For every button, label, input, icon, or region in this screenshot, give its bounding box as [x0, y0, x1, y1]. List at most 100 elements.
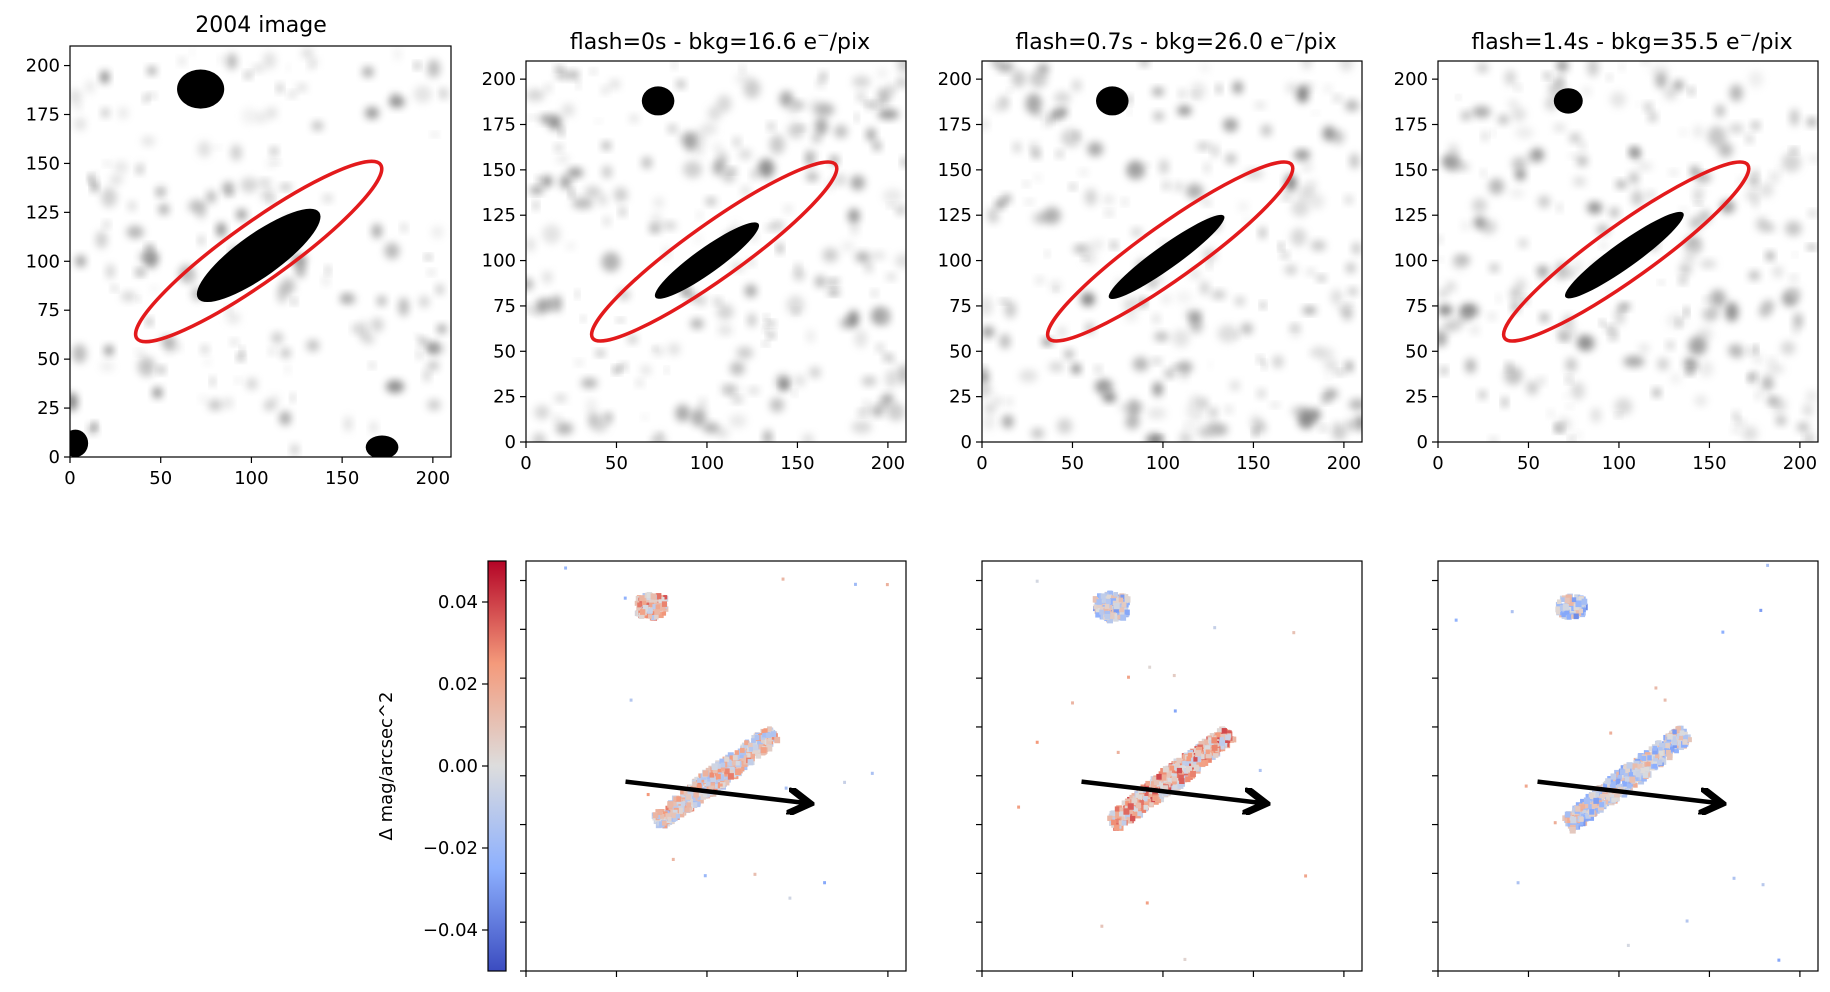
noise-blob — [1652, 388, 1661, 397]
noise-blob — [104, 345, 114, 356]
noise-blob — [588, 412, 598, 427]
noise-blob — [1715, 104, 1725, 118]
noise-blob — [682, 290, 689, 296]
noise-blob — [351, 323, 360, 334]
noise-blob — [731, 396, 744, 403]
x-tick-label: 0 — [1432, 453, 1443, 474]
noise-blob — [145, 244, 154, 253]
residual-pixel — [1174, 771, 1181, 778]
noise-blob — [1636, 102, 1641, 107]
noise-blob — [418, 295, 430, 308]
noise-blob — [1703, 296, 1709, 302]
noise-blob — [872, 141, 882, 151]
residual-pixel — [1645, 767, 1650, 772]
residual-pixel — [1219, 739, 1225, 746]
noise-blob — [1630, 147, 1641, 160]
noise-blob — [1616, 180, 1627, 189]
noise-blob — [1760, 182, 1774, 198]
noise-blob — [1688, 336, 1707, 356]
noise-blob — [987, 212, 999, 224]
residual-pixel — [1626, 943, 1630, 947]
residual-pixel — [1163, 785, 1168, 791]
residual-pixel — [1202, 759, 1209, 766]
residual-pixel — [1145, 799, 1152, 805]
noise-blob — [1013, 141, 1021, 153]
residual-pixel — [1172, 673, 1176, 678]
noise-blob — [1808, 155, 1818, 163]
residual-pixel — [1166, 767, 1173, 774]
noise-blob — [198, 235, 204, 246]
residual-pixel — [1571, 597, 1577, 603]
noise-blob — [1438, 289, 1448, 299]
noise-blob — [802, 433, 814, 442]
residual-pixel — [1566, 614, 1572, 620]
residual-pixel — [1113, 615, 1119, 622]
noise-blob — [1105, 210, 1113, 216]
residual-pixel — [1194, 764, 1199, 770]
noise-blob — [1190, 82, 1206, 101]
residual-pixel — [752, 744, 759, 751]
noise-blob — [1444, 154, 1462, 172]
residual-pixel — [763, 728, 768, 733]
residual-pixel — [1203, 739, 1209, 745]
axes — [1432, 560, 1819, 977]
noise-blob — [854, 113, 859, 122]
noise-blob — [1192, 424, 1200, 432]
noise-blob — [1034, 174, 1042, 182]
residual-pixel — [1600, 793, 1605, 799]
noise-blob — [423, 369, 431, 382]
noise-blob — [1693, 191, 1703, 202]
noise-blob — [1270, 402, 1280, 408]
residual-pixel — [647, 611, 653, 617]
residual-pixel — [683, 789, 690, 796]
panel-2004-image: 2004 image 0 50 100 150 200 0 25 50 75 100 125 150 1… — [26, 13, 452, 489]
noise-blob — [1775, 415, 1787, 426]
residual-pixel — [1614, 791, 1620, 798]
residual-pixel — [1209, 740, 1214, 745]
noise-blob — [1306, 268, 1316, 276]
x-tick-label: 100 — [690, 453, 724, 474]
noise-blob — [1332, 129, 1345, 145]
noise-blob — [1080, 292, 1095, 307]
noise-blob — [252, 64, 265, 73]
noise-blob — [1718, 142, 1734, 158]
residual-pixel — [662, 823, 668, 829]
noise-blob — [1122, 198, 1128, 205]
noise-blob — [1152, 314, 1160, 324]
noise-blob — [870, 251, 886, 260]
residual-pixel — [1176, 767, 1182, 774]
noise-blob — [1614, 305, 1625, 325]
noise-blob — [787, 122, 805, 139]
noise-blob — [889, 404, 900, 416]
colorbar-tick-label: 0.00 — [438, 756, 478, 777]
residual-pixel — [1605, 778, 1611, 785]
residual-pixel — [1104, 603, 1110, 609]
residual-pixel — [724, 779, 730, 786]
noise-blob — [1808, 210, 1817, 217]
noise-blob — [575, 290, 580, 298]
residual-pixel — [1564, 811, 1571, 818]
noise-blob — [343, 416, 353, 432]
noise-blob — [1177, 105, 1192, 116]
noise-blob — [1569, 153, 1578, 159]
noise-blob — [1766, 251, 1775, 261]
noise-blob — [1438, 257, 1444, 262]
star-residual — [1555, 593, 1588, 620]
noise-blob — [1184, 422, 1192, 429]
residual-pixel — [724, 776, 730, 783]
residual-pixel — [1516, 881, 1520, 885]
residual-pixel — [1629, 776, 1636, 783]
noise-blob — [1185, 309, 1203, 322]
residual-pixel — [1100, 606, 1105, 612]
noise-blob — [1465, 305, 1472, 310]
noise-blob — [384, 242, 400, 260]
noise-blob — [864, 261, 873, 274]
noise-blob — [873, 101, 881, 108]
residual-pixel — [670, 809, 675, 814]
residual-pixel — [1671, 739, 1678, 746]
noise-blob — [1217, 324, 1239, 343]
residual-pixel — [1646, 758, 1652, 764]
residual-pixel — [703, 874, 707, 878]
y-tick-label: 100 — [26, 251, 60, 272]
noise-blob — [1309, 193, 1325, 210]
